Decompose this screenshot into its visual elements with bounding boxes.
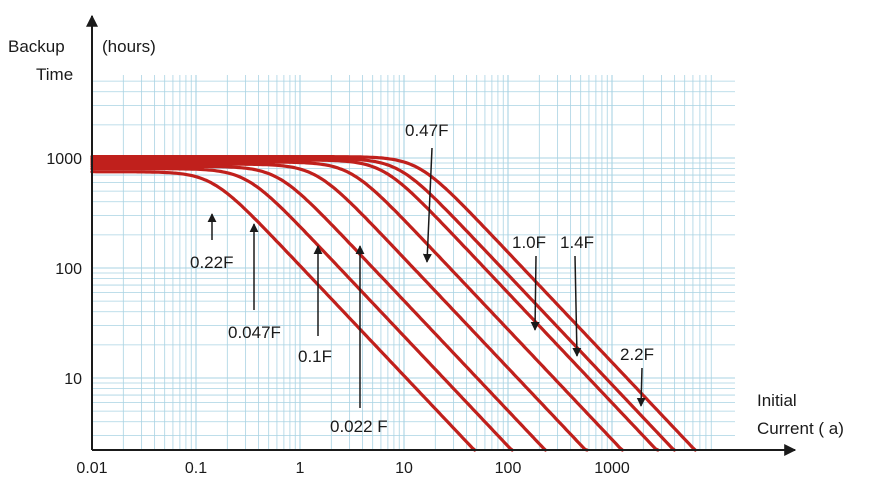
- series-curve: [90, 155, 697, 452]
- series-curve: [90, 162, 589, 452]
- annotation-label: 0.047F: [228, 323, 281, 342]
- y-tick-label: 100: [55, 261, 82, 278]
- x-tick-label: 100: [495, 460, 522, 477]
- annotation-arrow: [422, 147, 433, 263]
- y-tick-label: 10: [64, 371, 82, 388]
- x-tick-label: 0.01: [76, 460, 107, 477]
- y-axis-title-line1: Backup: [8, 37, 65, 56]
- annotation-label: 0.47F: [405, 121, 448, 140]
- y-tick-label: 1000: [46, 151, 82, 168]
- annotation-label: 0.1F: [298, 347, 332, 366]
- annotation-label: 0.22F: [190, 253, 233, 272]
- annotations: 0.22F 0.047F 0.1F 0.022 F 0.47F 1.0F 1.4F 2.2F: [190, 121, 654, 436]
- annotation-label: 1.0F: [512, 233, 546, 252]
- x-tick-label: 10: [395, 460, 413, 477]
- annotation-label: 1.4F: [560, 233, 594, 252]
- series-curve: [90, 160, 624, 452]
- series-curve: [90, 164, 547, 452]
- annotation-label: 0.022 F: [330, 417, 388, 436]
- x-tick-label: 1000: [594, 460, 630, 477]
- y-axis-unit: (hours): [102, 37, 156, 56]
- annotation-arrow: [636, 367, 646, 407]
- tick-labels: 0.01 0.1 1 10 100 1000 10 100 1000: [46, 151, 629, 477]
- grid: [91, 75, 735, 450]
- series-curve: [90, 156, 676, 452]
- x-axis-title-line1: Initial: [757, 391, 797, 410]
- x-axis-title-line2: Current ( a): [757, 419, 844, 438]
- series-curve: [90, 167, 514, 452]
- annotation-label: 2.2F: [620, 345, 654, 364]
- annotation-arrow: [572, 255, 582, 357]
- series-curve: [90, 170, 477, 452]
- y-axis-title-line2: Time: [36, 65, 73, 84]
- x-tick-label: 0.1: [185, 460, 207, 477]
- annotation-arrow: [530, 255, 540, 331]
- x-tick-label: 1: [296, 460, 305, 477]
